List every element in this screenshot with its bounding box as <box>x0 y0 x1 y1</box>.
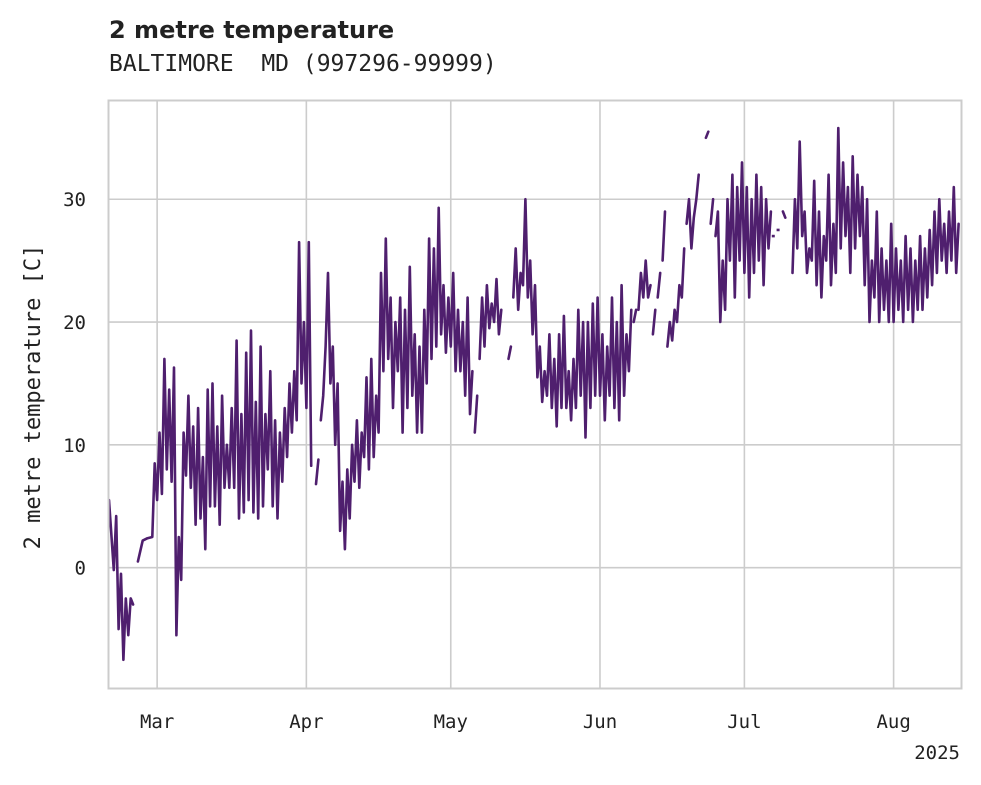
chart-subtitle: BALTIMORE MD (997296-99999) <box>109 51 497 77</box>
y-tick-label: 20 <box>63 312 86 334</box>
chart-title: 2 metre temperature <box>109 16 395 44</box>
y-tick-label: 10 <box>63 435 86 457</box>
series-temperature <box>107 126 960 662</box>
tick-labels: 0 10 20 30 Mar Apr May Jun Jul Aug <box>63 189 911 733</box>
y-tick-label: 0 <box>75 558 86 580</box>
plot-frame <box>107 99 963 690</box>
x-tick-label: Jun <box>583 711 617 733</box>
x-tick-label: Apr <box>289 711 323 733</box>
x-tick-label: May <box>434 711 468 733</box>
y-axis-label: 2 metre temperature [C] <box>21 245 46 550</box>
y-tick-label: 30 <box>63 189 86 211</box>
year-label: 2025 <box>914 742 960 764</box>
x-tick-label: Aug <box>876 711 910 733</box>
x-tick-label: Jul <box>727 711 761 733</box>
x-tick-label: Mar <box>140 711 174 733</box>
temperature-line <box>107 126 960 662</box>
